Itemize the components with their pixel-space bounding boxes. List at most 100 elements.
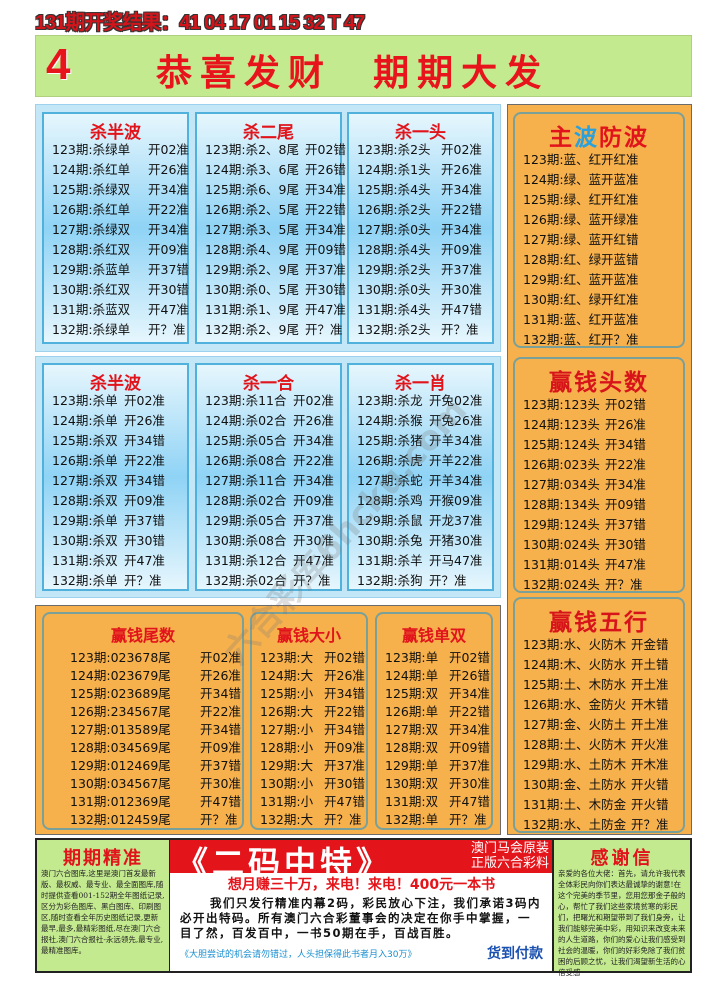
history-row: 131期:小 开47错 [252,793,366,811]
row-prediction: 131期:双 [385,794,439,809]
history-row: 132期:024头 开？准 [515,575,683,595]
panel-blue2-1: 杀一合 123期:杀11合 开02准 124期:杀02合 开26准 125期:杀05合 开3… [195,363,342,591]
row-result: 开红准 [601,292,639,307]
row-prediction: 129期:杀05合 [205,513,287,528]
row-prediction: 128期:双 [385,740,439,755]
footer-left-box: 期期精准 澳门六合图库,这里是澳门首发最新版、最权威、最专业、最全面图库,随时提… [35,838,171,973]
row-result: 开？准 [441,322,479,337]
row-prediction: 127期:双 [385,722,439,737]
row-prediction: 130期:金、土防水 [523,777,627,792]
history-row: 123期:水、火防木 开金错 [515,635,683,655]
history-row: 126期:杀单 开22准 [44,451,187,471]
panel-title: 杀一合 [243,374,294,394]
row-result: 开37错 [605,517,646,532]
history-row: 124期:杀3、6尾 开26错 [197,160,346,180]
row-result: 开羊22准 [429,453,483,468]
panel-title: 杀二尾 [243,123,294,143]
row-result: 开09准 [324,740,365,755]
panel-title: 赢钱头数 [549,370,649,396]
history-row: 130期:034567尾 开30准 [44,775,242,793]
row-prediction: 126期:单 [385,704,439,719]
history-row: 123期:杀2头 开02准 [349,140,492,160]
panel-title: 杀一头 [395,123,446,143]
row-prediction: 125期:小 [260,686,314,701]
history-row: 132期:大 开？准 [252,811,366,829]
row-prediction: 125期:023689尾 [70,686,171,701]
row-result: 开木错 [631,697,669,712]
history-row: 126期:杀红单 开22准 [44,200,189,220]
history-row: 128期:杀4头 开09准 [349,240,492,260]
history-row: 131期:012369尾 开47错 [44,793,242,811]
history-row: 129期:水、土防木 开木准 [515,755,683,775]
history-row: 124期:杀猴 开兔26准 [349,411,492,431]
row-result: 开37准 [305,262,346,277]
row-prediction: 123期:杀龙 [357,393,423,408]
row-result: 开22准 [293,453,334,468]
row-prediction: 124期:单 [385,668,439,683]
panel-orange_bottom-0: 赢钱尾数 123期:023678尾 开02准 124期:023679尾 开26准 125期… [42,612,244,830]
row-prediction: 126期:杀2、5尾 [205,202,299,217]
history-row: 125期:杀绿双 开34准 [44,180,189,200]
row-prediction: 126期:水、金防火 [523,697,627,712]
row-prediction: 127期:杀蛇 [357,473,423,488]
row-result: 开？准 [601,332,639,347]
row-prediction: 131期:杀1、9尾 [205,302,299,317]
draw-result-header: 131期开奖结果：41 04 17 01 15 32 T 47 [35,12,365,34]
row-result: 开34错 [124,433,165,448]
panel-title: 杀半波 [90,374,141,394]
row-prediction: 125期:杀绿双 [52,182,131,197]
history-row: 129期:杀2、9尾 开37准 [197,260,346,280]
row-result: 开34错 [124,473,165,488]
history-row: 127期:杀绿双 开34准 [44,220,189,240]
row-prediction: 124期:023679尾 [70,668,171,683]
row-prediction: 132期:杀02合 [205,573,287,588]
row-result: 开蓝错 [601,252,639,267]
panel-title: 赢钱五行 [549,610,649,636]
row-result: 开30准 [200,776,241,791]
history-row: 127期:杀蛇 开羊34准 [349,471,492,491]
row-result: 开02错 [605,397,646,412]
history-row: 127期:金、火防土 开土准 [515,715,683,735]
panel-blue2-0: 杀半波 123期:杀单 开02准 124期:杀单 开26准 125期:杀双 开34错 126期… [42,363,189,591]
row-result: 开？准 [324,812,362,827]
row-prediction: 129期:大 [260,758,314,773]
row-result: 开土准 [631,677,669,692]
row-prediction: 130期:红、绿 [523,292,602,307]
row-result: 开47准 [124,553,165,568]
row-result: 开34准 [148,182,189,197]
row-prediction: 131期:杀双 [52,553,118,568]
history-row: 126期:234567尾 开22准 [44,703,242,721]
row-result: 开02准 [293,393,334,408]
row-prediction: 130期:杀0头 [357,282,431,297]
row-prediction: 130期:杀兔 [357,533,423,548]
row-result: 开47准 [605,557,646,572]
banner: 4 恭喜发财 期期大发 [35,35,692,97]
panel-title: 赢钱单双 [401,626,466,645]
history-row: 123期:杀单 开02准 [44,391,187,411]
row-result: 开蓝准 [601,272,639,287]
row-prediction: 125期:土、木防水 [523,677,627,692]
row-result: 开26准 [124,413,165,428]
row-prediction: 127期:金、火防土 [523,717,627,732]
row-prediction: 129期:单 [385,758,439,773]
history-row: 129期:杀单 开37错 [44,511,187,531]
row-result: 开09准 [200,740,241,755]
row-result: 开兔02准 [429,393,483,408]
row-prediction: 130期:杀0、5尾 [205,282,299,297]
row-prediction: 132期:杀绿单 [52,322,131,337]
ad-header: 《二码中特》 澳门马会原装 正版六合彩料 [170,840,553,882]
row-result: 开34错 [200,686,241,701]
row-prediction: 126期:大 [260,704,314,719]
row-result: 开47错 [449,794,490,809]
history-row: 128期:双 开09错 [377,739,491,757]
row-result: 开47错 [200,794,241,809]
row-prediction: 128期:杀4、9尾 [205,242,299,257]
row-prediction: 127期:034头 [523,477,600,492]
row-prediction: 128期:134头 [523,497,600,512]
history-row: 127期:小 开34错 [252,721,366,739]
footer-ad: 《二码中特》 澳门马会原装 正版六合彩料 想月赚三十万，来电！来电！400元一本… [170,838,553,973]
ad-side-line1: 澳门马会原装 [470,841,549,856]
history-row: 129期:124头 开37错 [515,515,683,535]
row-result: 开37准 [293,513,334,528]
row-prediction: 124期:大 [260,668,314,683]
